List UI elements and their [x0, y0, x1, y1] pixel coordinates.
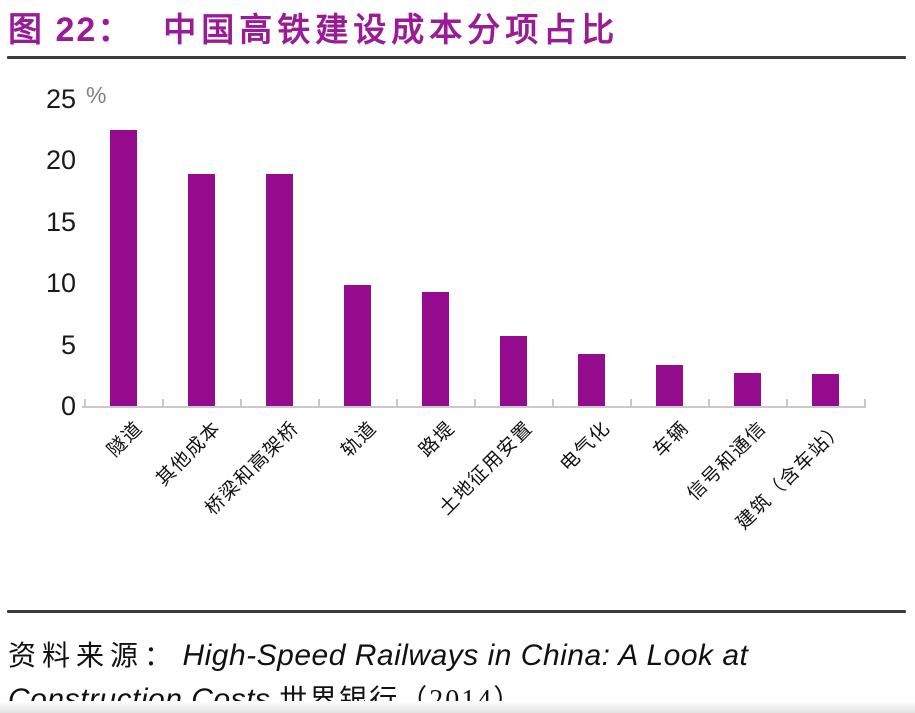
x-axis-tick — [240, 399, 242, 406]
x-axis-category-label: 其他成本 — [152, 417, 226, 491]
y-axis-tick-label: 10 — [45, 268, 76, 298]
bar — [109, 130, 137, 406]
x-axis-category-label: 路堤 — [415, 417, 460, 462]
figure-title-text: 中国高铁建设成本分项占比 — [163, 11, 620, 48]
figure-title: 图 22： 中国高铁建设成本分项占比 — [8, 2, 619, 51]
x-axis-line — [82, 406, 866, 408]
bar — [811, 374, 839, 406]
source-label: 资料来源： — [8, 641, 179, 672]
x-axis-tick — [396, 399, 398, 406]
x-axis-tick — [786, 399, 788, 406]
x-axis-tick — [162, 399, 164, 406]
x-axis-tick — [318, 399, 320, 406]
x-axis-tick — [708, 399, 710, 406]
y-axis-unit-label: % — [86, 82, 107, 108]
y-axis-tick-label: 20 — [45, 145, 76, 175]
x-axis-tick — [630, 399, 632, 406]
y-axis-tick-label: 0 — [60, 391, 76, 421]
bar — [655, 365, 683, 406]
bar — [421, 292, 449, 406]
x-axis-category-label: 电气化 — [557, 417, 616, 476]
y-axis-tick-label: 15 — [45, 206, 76, 237]
x-axis-category-label: 轨道 — [337, 417, 382, 462]
bar — [577, 354, 605, 406]
x-axis-tick — [552, 399, 554, 406]
page-bottom-edge — [0, 701, 915, 713]
title-divider-line — [7, 56, 906, 59]
y-axis-tick-label: 5 — [60, 329, 76, 360]
bar — [187, 174, 215, 406]
x-axis-tick — [864, 399, 866, 406]
footer-divider-line — [7, 610, 906, 613]
y-axis-tick-label: 25 — [45, 83, 76, 114]
figure-number: 图 22： — [8, 11, 134, 49]
bar — [733, 373, 761, 406]
bar — [265, 174, 293, 406]
x-axis-category-label: 车辆 — [649, 417, 694, 462]
bar — [343, 285, 371, 406]
source-title-part1: High-Speed Railways in China: A Look at — [182, 639, 749, 672]
bar-chart: % 0 5 10 15 20 25 隧道 其他成本 桥梁和高架桥 轨道 路堤 土地征用安置 电气化 车辆信… — [0, 60, 915, 605]
x-axis-tick — [474, 399, 476, 406]
bar — [499, 336, 527, 406]
x-axis-category-label: 隧道 — [103, 417, 148, 462]
x-axis-tick — [84, 399, 86, 406]
source-line-1: 资料来源： High-Speed Railways in China: A Lo… — [8, 634, 748, 674]
